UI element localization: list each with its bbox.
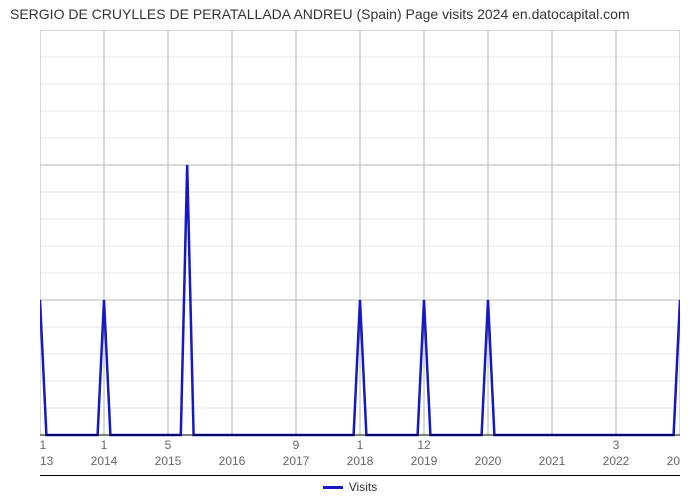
value-label: 1	[101, 438, 108, 452]
value-label: 12	[417, 438, 431, 452]
value-label: 1	[357, 438, 364, 452]
value-label: 5	[165, 438, 172, 452]
value-label: 9	[293, 438, 300, 452]
x-tick-label: 2013	[40, 454, 54, 468]
legend-swatch	[323, 486, 343, 489]
x-tick-label: 2022	[603, 454, 630, 468]
x-tick-label: 2015	[155, 454, 182, 468]
x-tick-label: 2017	[283, 454, 310, 468]
x-tick-label: 2020	[475, 454, 502, 468]
x-tick-label: 2018	[347, 454, 374, 468]
x-tick-label: 2014	[91, 454, 118, 468]
chart-container: SERGIO DE CRUYLLES DE PERATALLADA ANDREU…	[0, 0, 700, 500]
chart-plot: 2013 2014 2015 2016 2017 2018 2019 2020 2021 2022…	[40, 30, 680, 476]
chart-title: SERGIO DE CRUYLLES DE PERATALLADA ANDREU…	[0, 0, 700, 22]
legend-item-visits: Visits	[323, 480, 377, 494]
x-tick-label: 2019	[411, 454, 438, 468]
x-tick-label: 2021	[539, 454, 566, 468]
legend-label: Visits	[349, 480, 377, 494]
value-label: 11	[40, 438, 47, 452]
x-tick-label: 2016	[219, 454, 246, 468]
x-tick-label: 2023	[667, 454, 680, 468]
value-label: 3	[613, 438, 620, 452]
legend: Visits	[0, 478, 700, 495]
